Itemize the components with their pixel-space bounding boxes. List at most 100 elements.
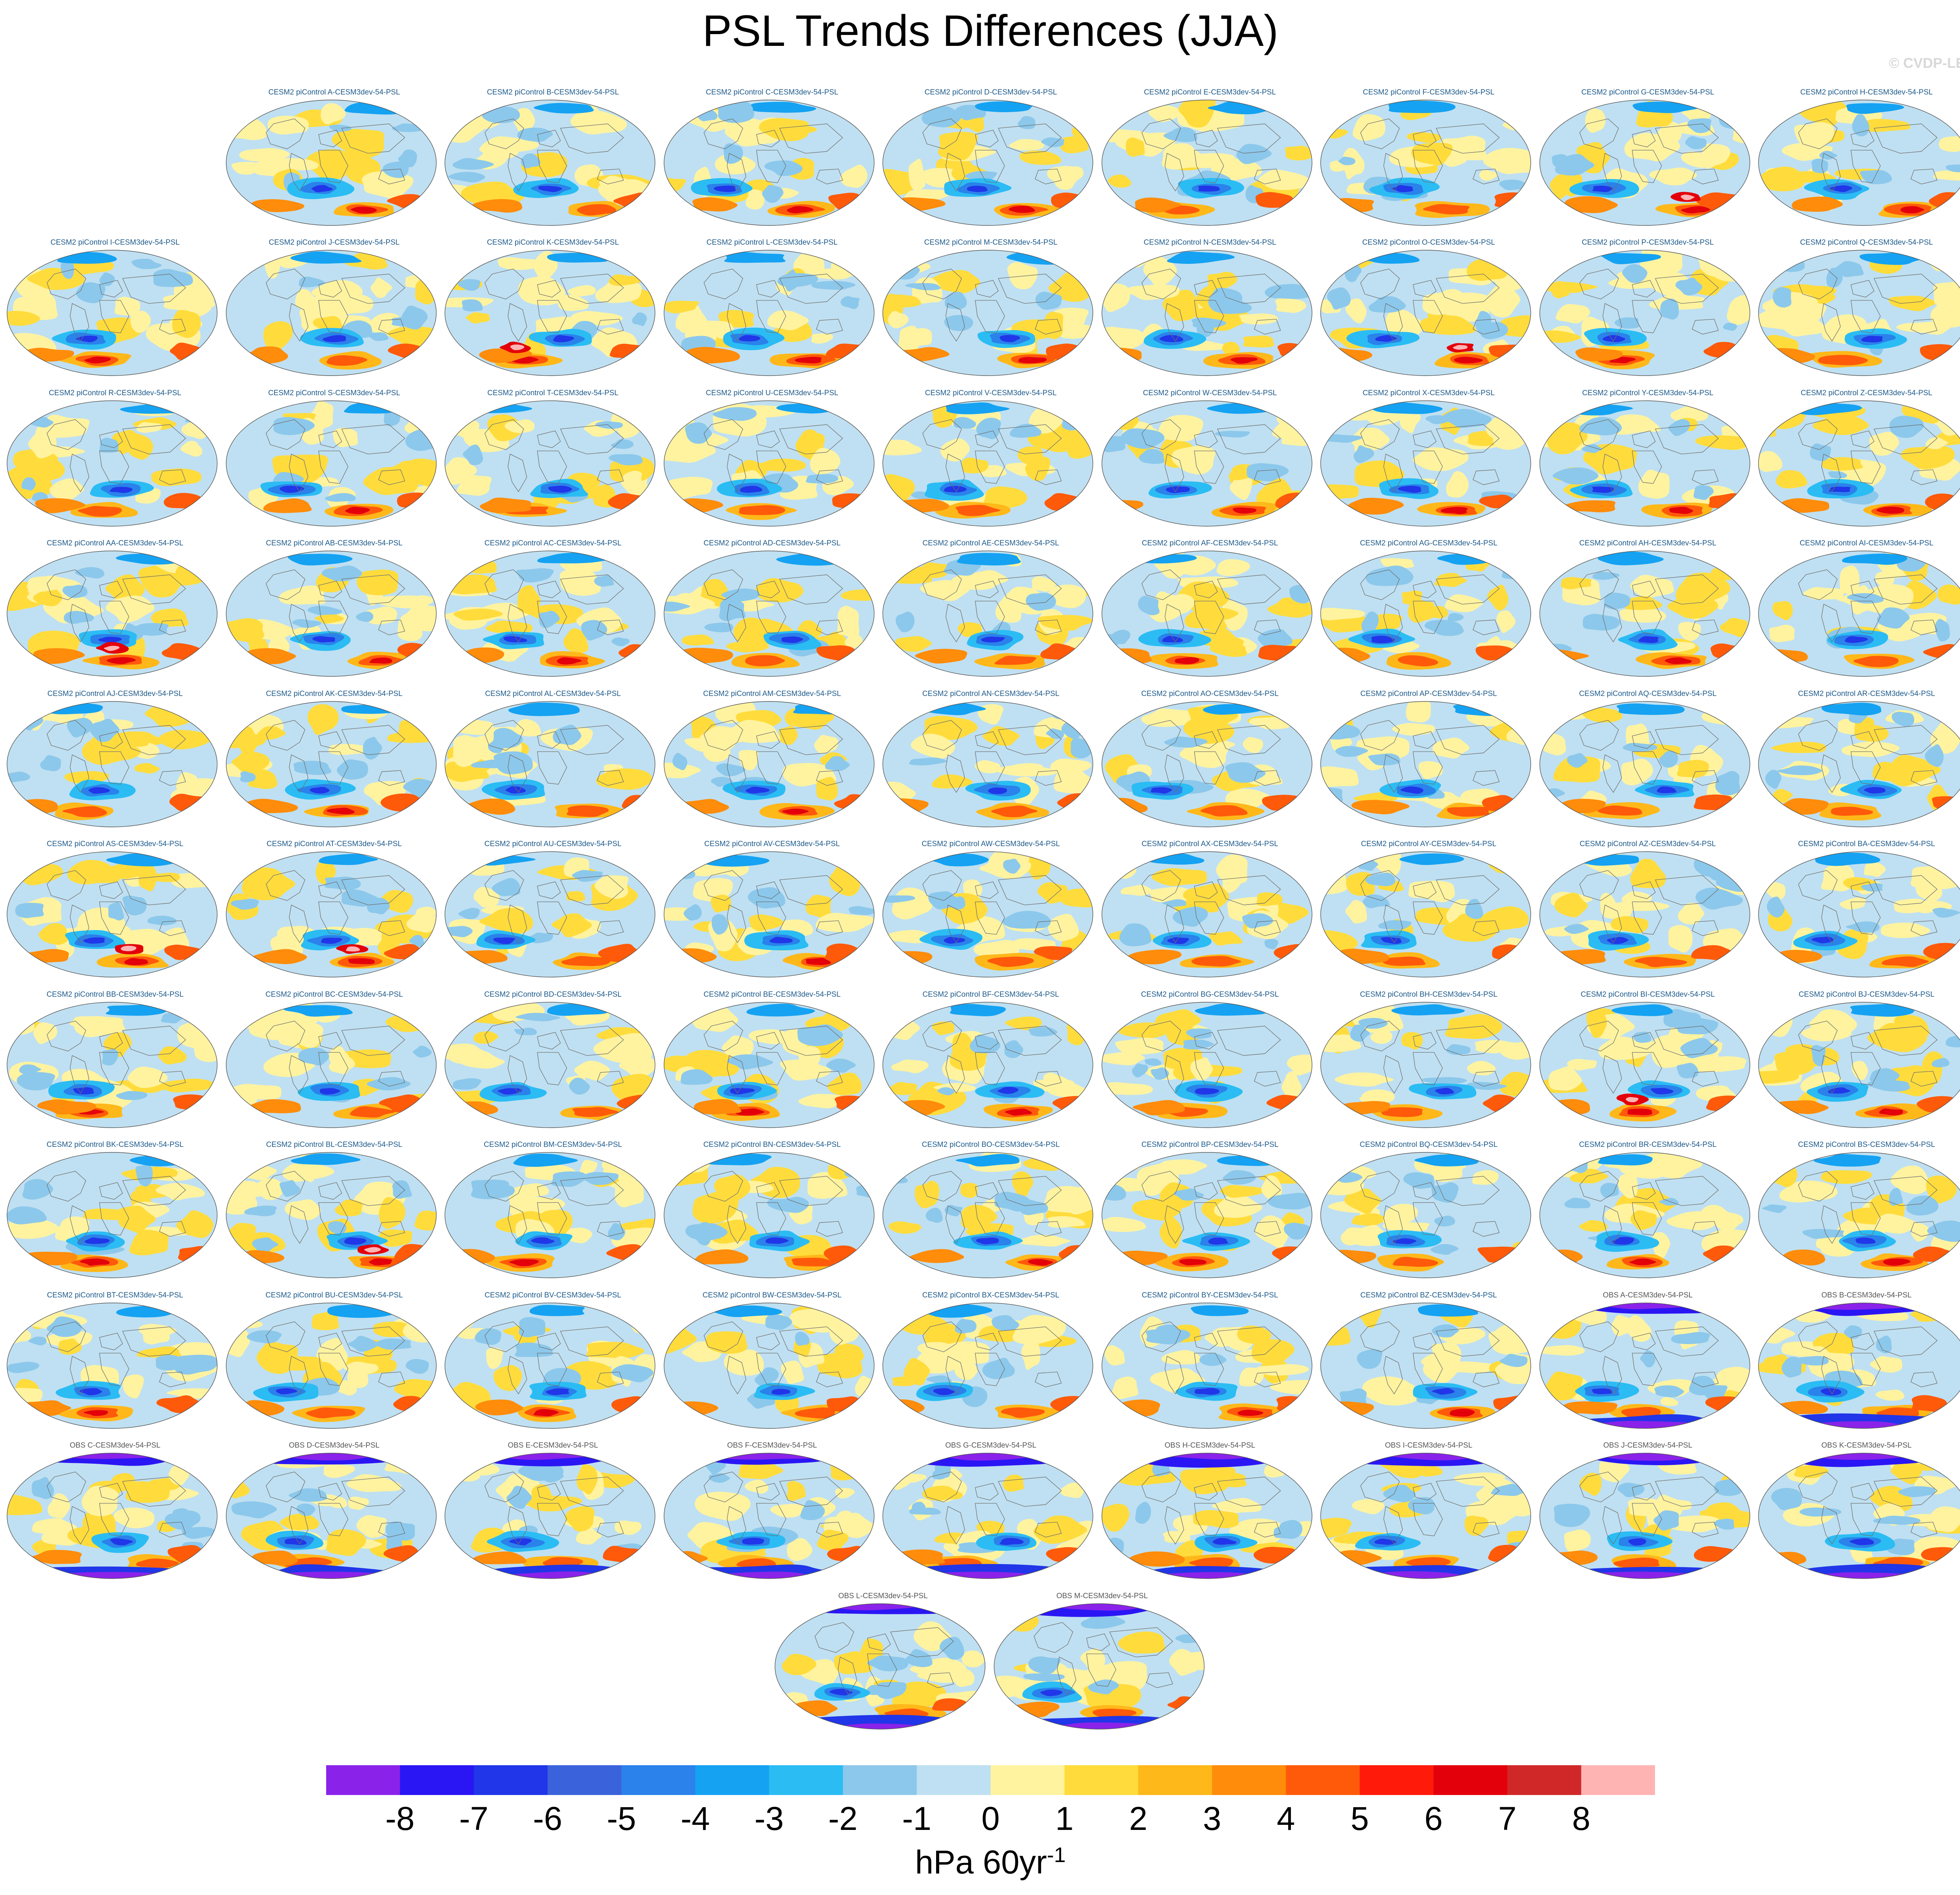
coastline [867,1633,891,1651]
anomaly-contour [1579,1220,1608,1232]
coastline [756,1483,780,1501]
map-field [7,851,218,977]
anomaly-contour [1020,1199,1048,1215]
coastline [756,300,786,333]
coastline [1798,118,1838,149]
anomaly-contour [1466,259,1508,281]
anomaly-contour [1155,1009,1201,1032]
anomaly-contour [1229,476,1252,500]
map-field [1758,1152,1960,1278]
anomaly-contour [251,199,305,213]
anomaly-contour [781,1360,804,1384]
anomaly-contour [17,949,69,963]
anomaly-contour [922,1486,963,1501]
map-panel: CESM2 piControl AS-CESM3dev-54-PSL [6,840,224,979]
coastline [597,1221,624,1237]
anomaly-contour [1388,100,1456,113]
anomaly-contour [494,751,533,774]
anomaly-contour [1592,486,1614,493]
coastline [1194,1353,1224,1386]
anomaly-contour [1869,432,1899,456]
map-field [1320,100,1531,226]
colorbar-tick-label: 6 [1424,1800,1443,1837]
anomaly-contour [837,605,860,638]
anomaly-contour [1424,620,1464,636]
anomaly-contour [916,1667,970,1683]
map-panel-title: CESM2 piControl BB-CESM3dev-54-PSL [46,990,184,999]
map-panel-title: CESM2 piControl BJ-CESM3dev-54-PSL [1798,990,1935,999]
anomaly-contour [744,1479,769,1494]
coastline [1472,920,1500,936]
coastline [975,150,1005,183]
anomaly-contour [176,1210,214,1238]
anomaly-contour [517,127,553,142]
map-panel: OBS I-CESM3dev-54-PSL [1320,1441,1537,1581]
anomaly-contour [1678,622,1701,641]
map-plot [1102,1152,1312,1278]
map-plot [882,551,1093,677]
coastline [485,569,524,600]
anomaly-contour [1275,297,1307,313]
anomaly-contour [735,1108,764,1116]
map-panel-title: CESM2 piControl AV-CESM3dev-54-PSL [704,840,840,848]
anomaly-contour [719,598,746,621]
map-field [445,851,655,977]
coastline [1602,303,1622,342]
anomaly-contour [1132,1100,1185,1116]
anomaly-contour [1543,1372,1583,1401]
anomaly-contour [108,863,155,879]
anomaly-contour [1818,355,1868,365]
anomaly-contour [1784,171,1836,183]
coastline [341,1026,405,1056]
map-border [1102,1152,1312,1278]
coastline [1254,920,1281,936]
anomaly-contour [950,1004,1006,1016]
map-border [226,100,437,226]
anomaly-contour [175,561,212,581]
map-plot [882,701,1093,827]
anomaly-contour [1613,1557,1660,1568]
map-border [882,1152,1093,1278]
anomaly-contour [1382,956,1426,966]
map-plot [1758,100,1960,226]
coastline [508,1506,527,1545]
coastline [946,604,965,643]
anomaly-contour [926,1375,952,1384]
anomaly-contour [1160,335,1183,342]
anomaly-contour [957,622,982,637]
anomaly-contour [740,486,762,493]
coastline [122,1176,186,1206]
anomaly-contour [1222,342,1240,354]
anomaly-contour [47,1316,82,1337]
map-plot [1102,851,1312,977]
anomaly-contour [465,560,497,574]
anomaly-contour [127,1067,168,1088]
coastline [122,1326,186,1357]
map-field [882,100,1093,226]
anomaly-contour [922,106,961,127]
coastline [1165,153,1184,192]
map-panel: CESM2 piControl BH-CESM3dev-54-PSL [1320,990,1537,1130]
coastline [537,280,561,298]
anomaly-contour [581,620,607,641]
coastline [1691,1221,1719,1237]
map-border [1758,400,1960,527]
anomaly-contour [724,1349,764,1376]
coastline [318,451,348,484]
anomaly-contour [1811,158,1828,173]
anomaly-contour [1500,315,1531,337]
anomaly-contour [1127,949,1181,965]
coastline [756,1052,786,1085]
map-plot [7,851,218,977]
map-plot [1320,851,1531,977]
anomaly-contour [1392,723,1435,736]
anomaly-contour [1667,594,1719,619]
anomaly-contour [1447,807,1491,817]
coastline [1383,604,1403,643]
coastline [1602,1055,1622,1094]
anomaly-contour [836,1723,934,1729]
anomaly-contour [1125,137,1145,157]
map-plot [226,400,437,527]
map-field [664,1453,875,1579]
anomaly-contour [826,1058,856,1073]
